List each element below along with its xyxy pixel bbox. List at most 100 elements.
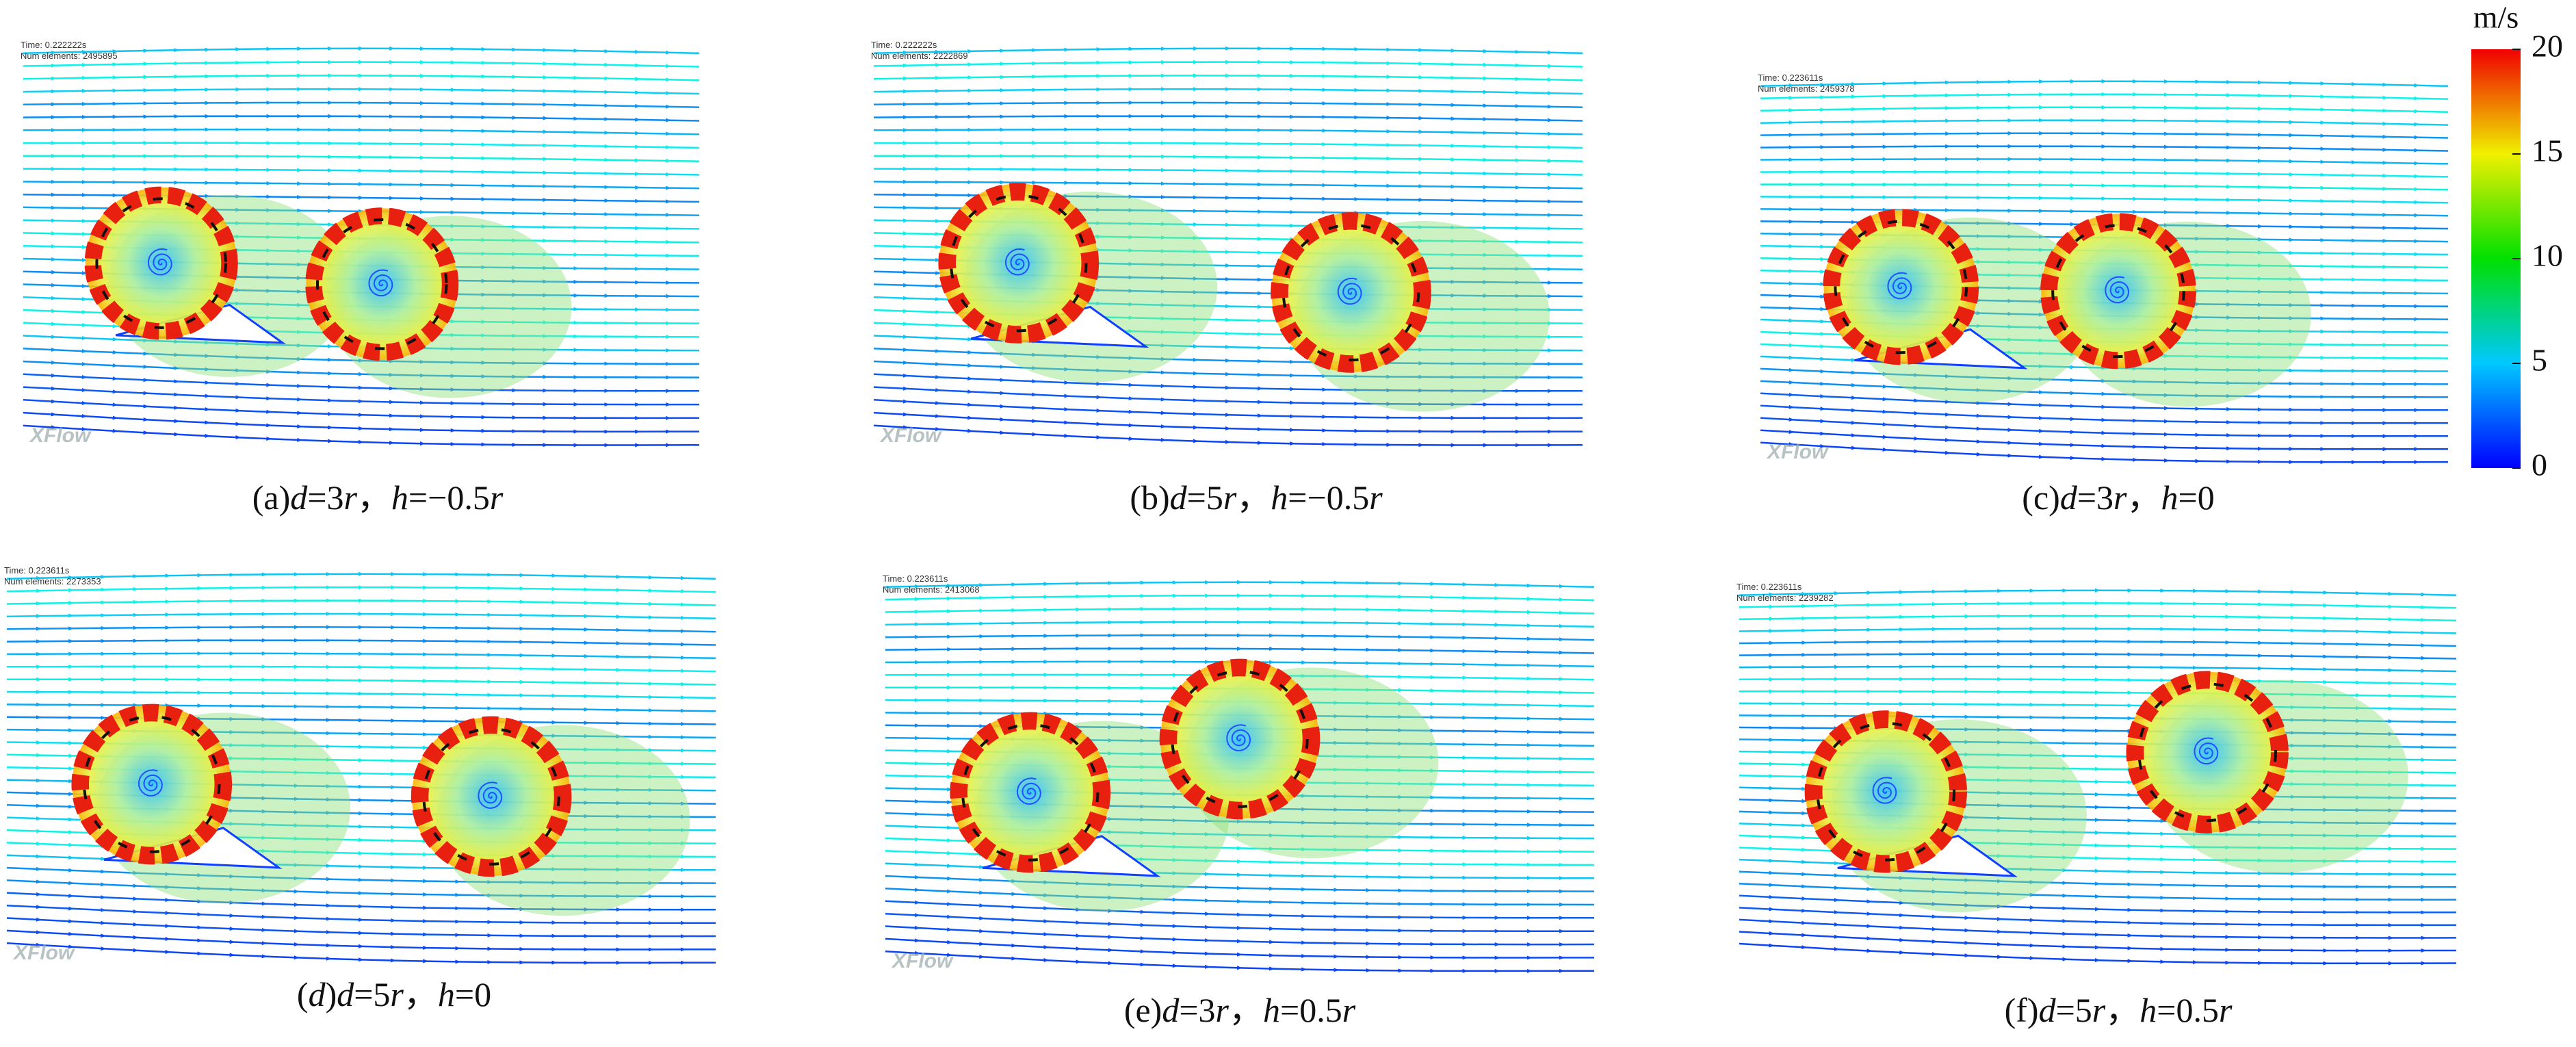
vortex: [1226, 724, 1251, 751]
flow-panel: [873, 46, 1583, 448]
streamline: [1739, 677, 2457, 686]
streamline: [23, 179, 700, 190]
vortex: [1872, 777, 1897, 804]
vortex: [478, 781, 503, 809]
colorbar-tick-label: 15: [2532, 133, 2563, 168]
vortex: [147, 248, 172, 276]
logo: XFlow: [879, 424, 942, 447]
flow-panel: [1760, 79, 2449, 465]
streamline: [873, 166, 1583, 177]
logo: XFlow: [1766, 441, 1829, 463]
rotor: [1805, 711, 1966, 872]
time-label: Time: 0.222222s: [21, 40, 87, 50]
rotor: [1823, 209, 1978, 365]
streamline: [6, 625, 716, 634]
streamline: [23, 166, 700, 177]
streamline: [1760, 131, 2449, 140]
streamline: [1760, 182, 2449, 192]
streamline: [6, 585, 716, 594]
rotor-ring: [1159, 658, 1320, 820]
blades: [1834, 220, 1968, 354]
streamline: [6, 598, 716, 607]
streamline: [1760, 207, 2449, 218]
flow-panel: [6, 571, 716, 965]
rotor-ring: [305, 207, 459, 361]
streamline: [885, 950, 1595, 973]
streamline: [1760, 118, 2449, 127]
streamline: [6, 571, 716, 580]
blades: [1171, 670, 1309, 808]
streamline: [6, 690, 716, 700]
rotor-ring: [1271, 212, 1431, 373]
streamline: [23, 60, 700, 68]
element-count: Num elements: 2459378: [1758, 83, 1855, 94]
streamline: [6, 942, 716, 965]
logo: XFlow: [29, 424, 92, 447]
vortex: [1887, 272, 1912, 300]
streamline: [1739, 942, 2457, 966]
rotor: [2041, 214, 2196, 369]
streamline: [1739, 701, 2457, 711]
streamline: [1739, 626, 2457, 635]
vortex: [1016, 777, 1041, 805]
streamline: [1739, 639, 2457, 648]
streamline: [885, 646, 1595, 655]
streamline: [1760, 392, 2448, 413]
vortex: [2194, 737, 2219, 765]
time-label: Time: 0.223611s: [4, 565, 70, 576]
vortex: [2105, 276, 2130, 304]
element-count: Num elements: 2222869: [871, 51, 968, 61]
streamline: [23, 386, 699, 407]
streamline: [23, 424, 700, 448]
streamline: [885, 619, 1595, 628]
colorbar-unit: m/s: [2473, 0, 2519, 35]
streamline: [23, 399, 700, 420]
streamline: [1739, 907, 2456, 927]
streamline: [23, 100, 700, 109]
rotor-ring: [411, 716, 572, 877]
streamline: [873, 87, 1583, 96]
streamline: [874, 153, 1583, 163]
blades: [2051, 224, 2185, 359]
streamline: [6, 611, 716, 620]
time-label: Time: 0.223611s: [1758, 73, 1823, 83]
streamline: [6, 917, 716, 939]
streamline: [23, 73, 700, 82]
streamline: [1760, 157, 2449, 166]
streamline: [873, 140, 1583, 150]
streamline: [6, 651, 716, 660]
blades: [422, 727, 560, 866]
time-label: Time: 0.223611s: [883, 573, 948, 584]
rotor: [411, 716, 571, 877]
streamline: [885, 633, 1595, 642]
blades: [1282, 223, 1420, 362]
vortex: [1004, 248, 1030, 276]
streamline: [885, 606, 1595, 615]
streamline: [873, 100, 1583, 109]
blades: [961, 723, 1100, 862]
logo: XFlow: [12, 942, 75, 964]
streamline: [885, 593, 1595, 602]
rotor-ring: [2126, 671, 2289, 833]
streamline: [1739, 689, 2457, 699]
streamline: [23, 153, 700, 163]
streamline: [1739, 601, 2457, 610]
streamline: [1739, 613, 2457, 622]
streamline: [1760, 144, 2449, 153]
streamline: [6, 638, 716, 647]
caption: (b)d=5r，h=−0.5r: [1130, 478, 1383, 517]
streamline: [885, 580, 1595, 589]
flow-panel: [1739, 588, 2457, 966]
colorbar-tick-label: 10: [2532, 238, 2563, 273]
streamline: [1760, 194, 2449, 205]
colorbar-tick-label: 0: [2532, 448, 2547, 482]
streamline: [1739, 664, 2457, 673]
streamline: [1760, 92, 2449, 101]
streamline: [23, 46, 700, 55]
caption: (a)d=3r，h=−0.5r: [252, 478, 504, 517]
streamline: [23, 140, 700, 150]
colorbar-tick-label: 5: [2532, 343, 2547, 378]
element-count: Num elements: 2273353: [4, 576, 101, 586]
element-count: Num elements: 2239282: [1736, 593, 1834, 603]
